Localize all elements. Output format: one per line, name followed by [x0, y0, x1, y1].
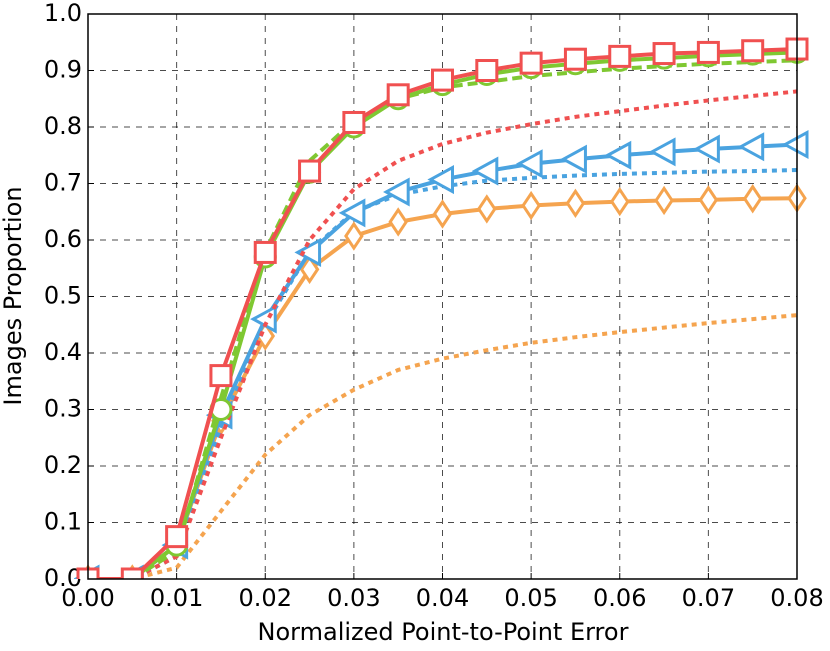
marker — [299, 254, 320, 285]
x-axis-label: Normalized Point-to-Point Error — [258, 618, 629, 646]
y-tick-label: 0.2 — [44, 451, 82, 479]
marker — [560, 144, 587, 174]
marker — [693, 134, 720, 164]
marker — [338, 198, 366, 228]
y-axis-label: Images Proportion — [0, 186, 27, 405]
marker — [342, 110, 366, 134]
marker — [742, 184, 763, 214]
marker — [427, 165, 454, 195]
marker — [648, 137, 676, 167]
marker — [515, 149, 543, 179]
marker — [477, 194, 497, 224]
marker — [388, 207, 408, 237]
marker — [609, 186, 630, 217]
marker — [565, 188, 586, 218]
marker — [563, 47, 587, 71]
marker — [696, 40, 720, 64]
marker — [519, 51, 543, 75]
marker — [432, 199, 453, 229]
x-tick-label: 0.07 — [682, 584, 735, 612]
marker — [471, 156, 499, 186]
y-tick-label: 0.8 — [44, 112, 82, 140]
y-tick-label: 0.1 — [44, 508, 82, 536]
x-tick-label: 0.08 — [770, 584, 823, 612]
marker — [654, 185, 674, 216]
x-tick-label: 0.01 — [150, 584, 203, 612]
marker — [209, 364, 233, 388]
marker — [344, 221, 364, 251]
marker — [383, 177, 410, 207]
marker — [475, 59, 499, 82]
marker — [604, 140, 632, 170]
x-tick-label: 0.03 — [327, 584, 380, 612]
x-tick-label: 0.04 — [416, 584, 469, 612]
marker — [781, 129, 809, 160]
x-tick-label: 0.05 — [504, 584, 557, 612]
x-tick-label: 0.02 — [239, 584, 292, 612]
marker — [298, 159, 322, 183]
y-tick-label: 0.3 — [44, 395, 82, 423]
y-tick-label: 0.6 — [44, 225, 82, 253]
y-tick-label: 1.0 — [44, 0, 82, 27]
marker — [652, 42, 676, 66]
marker — [120, 567, 144, 579]
y-tick-label: 0.7 — [44, 169, 82, 197]
x-tick-label: 0.00 — [61, 584, 114, 612]
y-tick-label: 0.4 — [44, 338, 82, 366]
y-tick-label: 0.9 — [44, 56, 82, 84]
marker — [698, 185, 719, 215]
plot-frame — [87, 13, 798, 580]
marker — [737, 132, 765, 162]
marker — [431, 68, 454, 92]
marker — [165, 525, 189, 549]
marker — [521, 190, 541, 221]
marker — [294, 237, 322, 267]
marker — [253, 240, 277, 264]
marker — [608, 44, 632, 68]
marker — [741, 39, 765, 63]
series-line — [88, 89, 798, 579]
y-tick-label: 0.5 — [44, 282, 82, 310]
marker — [386, 83, 410, 107]
x-tick-label: 0.06 — [593, 584, 646, 612]
